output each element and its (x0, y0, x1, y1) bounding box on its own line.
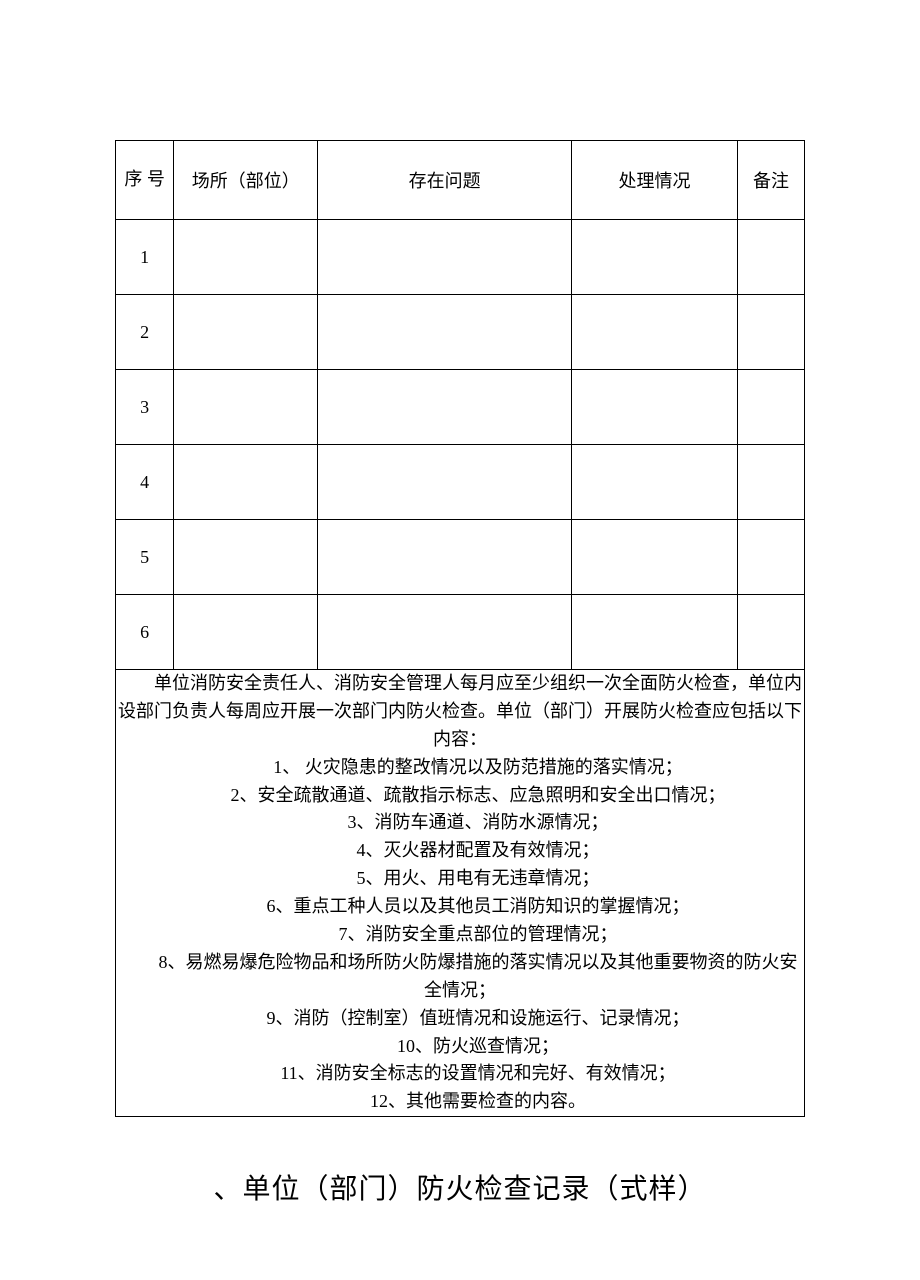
cell-handle (572, 595, 738, 670)
table-row: 6 (116, 595, 805, 670)
notes-item: 7、消防安全重点部位的管理情况； (116, 921, 804, 949)
cell-issue (318, 220, 572, 295)
table-row: 1 (116, 220, 805, 295)
header-handle: 处理情况 (572, 141, 738, 220)
notes-intro: 单位消防安全责任人、消防安全管理人每月应至少组织一次全面防火检查，单位内设部门负… (116, 670, 804, 754)
footer-title: 、单位（部门）防火检查记录（式样） (115, 1167, 805, 1207)
cell-issue (318, 595, 572, 670)
cell-seq: 6 (116, 595, 174, 670)
notes-cell: 单位消防安全责任人、消防安全管理人每月应至少组织一次全面防火检查，单位内设部门负… (116, 670, 805, 1117)
cell-handle (572, 520, 738, 595)
cell-note (737, 445, 804, 520)
cell-issue (318, 295, 572, 370)
cell-handle (572, 220, 738, 295)
table-row: 3 (116, 370, 805, 445)
cell-place (174, 520, 318, 595)
cell-note (737, 220, 804, 295)
cell-handle (572, 295, 738, 370)
notes-item: 5、用火、用电有无违章情况； (116, 865, 804, 893)
cell-place (174, 595, 318, 670)
notes-row: 单位消防安全责任人、消防安全管理人每月应至少组织一次全面防火检查，单位内设部门负… (116, 670, 805, 1117)
cell-note (737, 595, 804, 670)
cell-place (174, 445, 318, 520)
notes-item: 1、 火灾隐患的整改情况以及防范措施的落实情况； (116, 754, 804, 782)
cell-note (737, 370, 804, 445)
table-row: 2 (116, 295, 805, 370)
notes-item-8: 8、易燃易爆危险物品和场所防火防爆措施的落实情况以及其他重要物资的防火安全情况； (116, 949, 804, 1005)
cell-place (174, 295, 318, 370)
header-seq: 序 号 (116, 141, 174, 220)
notes-item: 2、安全疏散通道、疏散指示标志、应急照明和安全出口情况； (116, 782, 804, 810)
header-place: 场所（部位） (174, 141, 318, 220)
notes-item: 9、消防（控制室）值班情况和设施运行、记录情况； (116, 1005, 804, 1033)
notes-item: 4、灭火器材配置及有效情况； (116, 837, 804, 865)
header-issue: 存在问题 (318, 141, 572, 220)
table-row: 4 (116, 445, 805, 520)
cell-handle (572, 445, 738, 520)
cell-handle (572, 370, 738, 445)
notes-item: 11、消防安全标志的设置情况和完好、有效情况； (116, 1060, 804, 1088)
notes-item: 12、其他需要检查的内容。 (116, 1088, 804, 1116)
cell-issue (318, 370, 572, 445)
cell-place (174, 220, 318, 295)
cell-seq: 5 (116, 520, 174, 595)
cell-note (737, 520, 804, 595)
header-note: 备注 (737, 141, 804, 220)
cell-seq: 4 (116, 445, 174, 520)
cell-place (174, 370, 318, 445)
table-row: 5 (116, 520, 805, 595)
table-header-row: 序 号 场所（部位） 存在问题 处理情况 备注 (116, 141, 805, 220)
cell-note (737, 295, 804, 370)
notes-item: 3、消防车通道、消防水源情况； (116, 809, 804, 837)
cell-seq: 3 (116, 370, 174, 445)
notes-item: 10、防火巡查情况； (116, 1033, 804, 1061)
notes-item: 6、重点工种人员以及其他员工消防知识的掌握情况； (116, 893, 804, 921)
cell-seq: 2 (116, 295, 174, 370)
inspection-table: 序 号 场所（部位） 存在问题 处理情况 备注 1 2 3 (115, 140, 805, 1117)
cell-issue (318, 445, 572, 520)
cell-seq: 1 (116, 220, 174, 295)
cell-issue (318, 520, 572, 595)
notes-item-8-text: 8、易燃易爆危险物品和场所防火防爆措施的落实情况以及其他重要物资的防火安全情况； (116, 949, 804, 1005)
